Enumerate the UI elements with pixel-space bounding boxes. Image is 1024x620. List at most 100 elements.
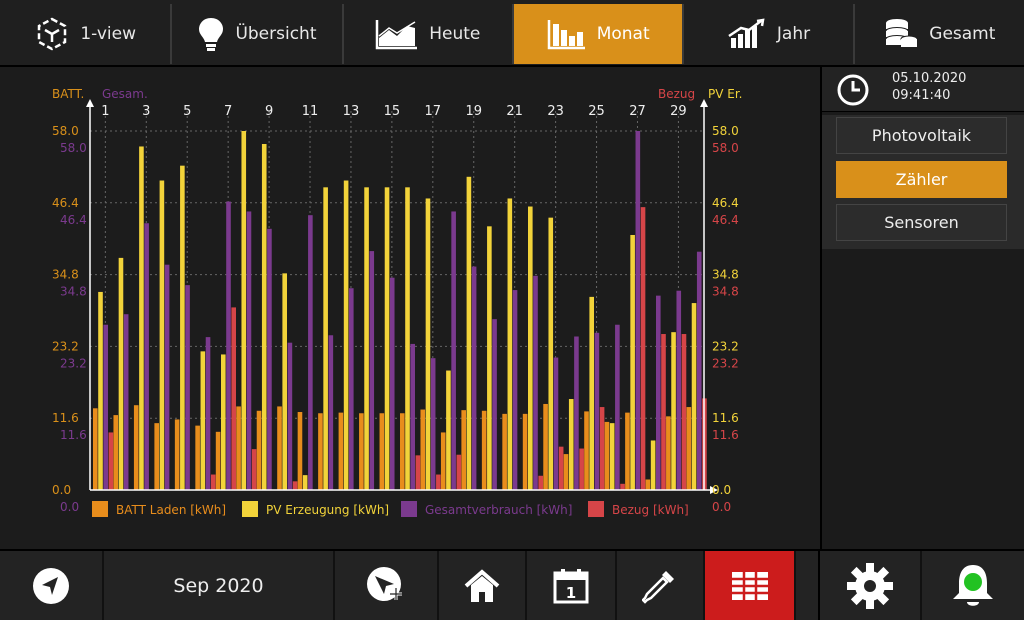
home-button[interactable]	[439, 551, 527, 620]
bar	[451, 211, 456, 490]
clock-icon	[837, 74, 869, 106]
bar	[630, 234, 635, 490]
table-view-button[interactable]	[705, 551, 796, 620]
calendar-button[interactable]: 1	[527, 551, 617, 620]
bar	[507, 198, 513, 491]
x-tick-label: 7	[224, 104, 232, 119]
bar	[635, 131, 641, 490]
right-outer-axis-label: PV Er.	[708, 87, 743, 101]
bar	[103, 324, 108, 490]
gear-icon	[847, 562, 893, 609]
x-axis-arrow	[710, 486, 718, 494]
chart-ticks: 58.0 58.0 46.4 46.4 34.8 34.8 23.2 23.2 11.6 11.6…	[52, 104, 739, 514]
tab-1-view[interactable]: 1-view	[0, 4, 173, 64]
y-tick-label: 58.0	[712, 141, 739, 155]
bar	[379, 413, 385, 490]
bar	[144, 223, 149, 490]
bar	[625, 412, 630, 490]
bar	[512, 290, 518, 490]
bar	[267, 228, 272, 490]
bell-icon	[953, 564, 993, 606]
bar	[538, 475, 543, 490]
y-tick-label: 34.8	[712, 268, 739, 282]
bar	[328, 335, 334, 490]
bar	[292, 481, 298, 490]
tab-gesamt[interactable]: Gesamt	[855, 4, 1024, 64]
bar	[93, 408, 98, 490]
bar	[180, 165, 185, 490]
sensoren-button[interactable]: Sensoren	[836, 204, 1007, 241]
tab-monat[interactable]: Monat	[513, 4, 685, 64]
month-selector[interactable]: Sep 2020	[104, 551, 335, 620]
settings-button[interactable]	[818, 551, 922, 620]
chart-panel: BATT. Gesam. Bezug PV Er. 58.0 58.0 46.4 46…	[0, 67, 818, 549]
chart-axes	[86, 99, 718, 494]
y-tick-label: 34.8	[712, 285, 739, 299]
x-tick-label: 23	[547, 104, 564, 119]
y-tick-label: 11.6	[712, 428, 739, 442]
bulb-icon	[199, 18, 224, 51]
bar	[645, 479, 651, 490]
bar	[430, 358, 436, 490]
bar	[364, 187, 369, 490]
tab-uebersicht[interactable]: Übersicht	[172, 4, 344, 64]
month-label: Sep 2020	[173, 574, 264, 597]
y-tick-label: 0.0	[712, 500, 731, 514]
bar	[584, 411, 589, 490]
bar	[384, 187, 390, 490]
bar	[609, 423, 615, 490]
bar	[139, 146, 144, 491]
bar	[251, 449, 257, 490]
back-button[interactable]	[0, 551, 104, 620]
legend-label: Gesamtverbrauch [kWh]	[425, 503, 572, 517]
bar	[558, 446, 564, 490]
zaehler-button[interactable]: Zähler	[836, 161, 1007, 198]
bar	[236, 406, 241, 490]
chart-bars	[93, 131, 707, 491]
bar	[553, 357, 559, 490]
bottom-toolbar: Sep 2020 1	[0, 549, 1024, 620]
svg-text:1: 1	[566, 584, 576, 602]
bar	[650, 440, 656, 490]
pipette-icon	[642, 570, 674, 604]
time-text: 09:41:40	[892, 88, 951, 103]
bar	[415, 455, 421, 490]
bar	[174, 419, 180, 490]
bar	[686, 407, 692, 490]
y-tick-label: 0.0	[60, 500, 79, 514]
bar	[349, 288, 354, 490]
tab-label: Heute	[429, 24, 481, 44]
legend-swatch	[401, 501, 417, 517]
y-axis-arrow	[86, 99, 94, 107]
alarm-button[interactable]	[922, 551, 1024, 620]
photovoltaik-button[interactable]: Photovoltaik	[836, 117, 1007, 154]
bar	[533, 275, 538, 490]
bar	[308, 215, 313, 490]
legend-swatch	[588, 501, 604, 517]
y-tick-label: 46.4	[712, 196, 739, 210]
tab-heute[interactable]: Heute	[344, 4, 514, 64]
bar	[410, 343, 415, 490]
bar	[456, 454, 462, 490]
bar	[369, 251, 375, 490]
calendar-icon: 1	[553, 568, 589, 603]
y-tick-label: 46.4	[52, 196, 79, 210]
bar	[215, 431, 221, 490]
bar	[210, 474, 216, 490]
bar	[696, 251, 702, 490]
x-tick-label: 27	[629, 104, 646, 119]
x-tick-label: 11	[302, 104, 319, 119]
navigate-button[interactable]	[335, 551, 439, 620]
tab-jahr[interactable]: Jahr	[684, 4, 855, 64]
pipette-button[interactable]	[617, 551, 705, 620]
bar	[297, 412, 303, 490]
status-ok-indicator	[964, 572, 982, 591]
bar	[108, 432, 114, 490]
tab-label: Gesamt	[929, 24, 996, 44]
bar	[226, 201, 231, 490]
legend-swatch	[242, 501, 258, 517]
bar	[154, 423, 159, 490]
y-tick-label: 34.8	[52, 268, 79, 282]
bar	[200, 351, 206, 490]
tab-label: 1-view	[80, 24, 136, 44]
